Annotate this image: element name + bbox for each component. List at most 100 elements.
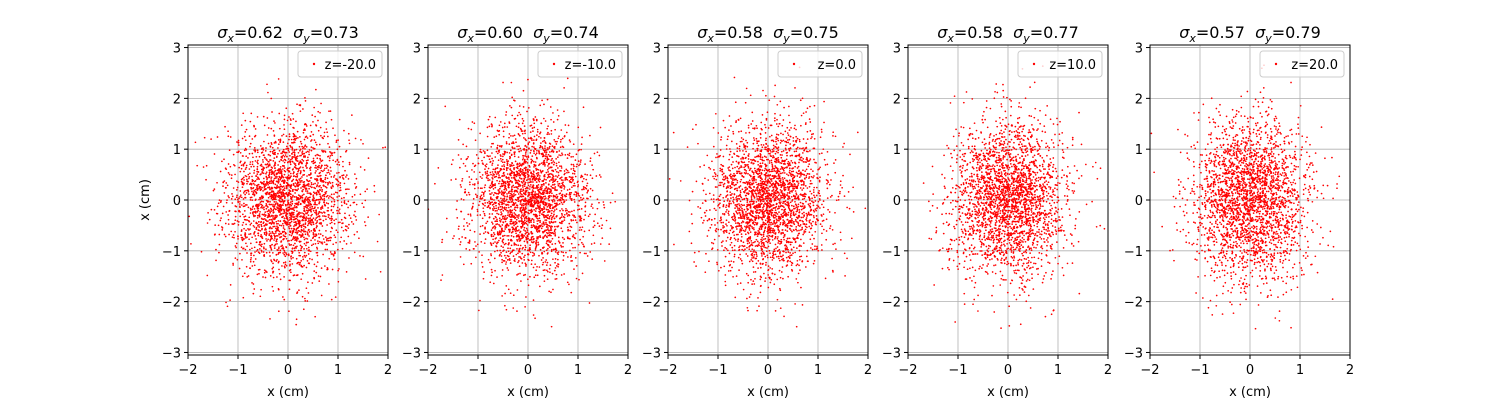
scatter-point xyxy=(309,169,312,171)
scatter-point xyxy=(303,238,306,241)
scatter-point xyxy=(267,196,270,199)
scatter-point xyxy=(315,167,318,169)
scatter-point xyxy=(242,163,245,166)
scatter-point xyxy=(304,144,307,147)
scatter-point xyxy=(321,180,324,183)
scatter-point xyxy=(506,235,508,237)
scatter-point xyxy=(481,224,484,227)
scatter-point xyxy=(497,159,500,162)
scatter-point xyxy=(289,263,291,266)
scatter-point xyxy=(584,201,587,204)
scatter-point xyxy=(544,201,547,204)
scatter-point xyxy=(255,204,257,207)
scatter-point xyxy=(247,227,249,230)
scatter-point xyxy=(320,134,322,137)
scatter-point xyxy=(277,192,279,195)
scatter-point xyxy=(314,141,317,144)
scatter-point xyxy=(503,122,506,125)
scatter-point xyxy=(282,160,284,162)
scatter-point xyxy=(485,222,487,225)
scatter-point xyxy=(540,187,543,190)
scatter-point xyxy=(242,183,245,186)
scatter-point xyxy=(487,204,490,207)
scatter-point xyxy=(586,182,589,185)
scatter-point xyxy=(297,137,299,139)
scatter-point xyxy=(356,231,358,233)
scatter-point xyxy=(314,200,316,202)
scatter-point xyxy=(251,180,254,183)
scatter-point xyxy=(323,195,326,198)
scatter-point xyxy=(279,236,282,238)
scatter-point xyxy=(532,181,534,183)
scatter-point xyxy=(294,242,296,245)
scatter-point xyxy=(226,184,229,187)
scatter-point xyxy=(270,179,273,182)
scatter-point xyxy=(311,186,313,189)
scatter-point xyxy=(532,142,535,145)
scatter-point xyxy=(328,159,331,162)
scatter-point xyxy=(268,234,271,237)
scatter-point xyxy=(303,170,306,172)
x-tick-label: −1 xyxy=(228,363,247,378)
scatter-point xyxy=(540,259,543,261)
scatter-point xyxy=(308,219,310,221)
scatter-point xyxy=(578,200,581,202)
scatter-point xyxy=(521,233,523,236)
scatter-point xyxy=(511,230,514,233)
scatter-point xyxy=(260,249,263,252)
scatter-point xyxy=(263,140,265,143)
scatter-point xyxy=(521,262,524,264)
scatter-point xyxy=(459,256,462,258)
scatter-point xyxy=(290,212,293,215)
scatter-point xyxy=(267,210,270,212)
scatter-point xyxy=(242,247,245,250)
scatter-point xyxy=(244,147,247,150)
scatter-point xyxy=(478,171,481,174)
scatter-point xyxy=(543,137,546,139)
scatter-point xyxy=(553,217,556,220)
scatter-point xyxy=(501,199,503,202)
scatter-point xyxy=(557,199,559,202)
scatter-point xyxy=(281,155,283,158)
scatter-point xyxy=(229,165,232,168)
scatter-point xyxy=(566,77,569,80)
scatter-point xyxy=(465,248,468,250)
scatter-point xyxy=(268,176,270,179)
scatter-point xyxy=(497,164,499,166)
scatter-point xyxy=(282,200,285,203)
scatter-point xyxy=(513,208,516,211)
scatter-point xyxy=(217,224,220,227)
scatter-point xyxy=(268,164,271,167)
scatter-point xyxy=(319,275,322,278)
scatter-point xyxy=(565,251,567,254)
scatter-point xyxy=(503,192,506,195)
scatter-point xyxy=(519,174,521,176)
scatter-point xyxy=(498,188,501,190)
scatter-point xyxy=(258,186,261,189)
scatter-point xyxy=(302,146,305,149)
scatter-point xyxy=(307,292,310,294)
scatter-point xyxy=(539,137,542,139)
scatter-series xyxy=(428,77,617,328)
scatter-point xyxy=(321,188,324,191)
scatter-point xyxy=(243,179,245,181)
scatter-point xyxy=(518,105,521,107)
scatter-point xyxy=(306,300,309,302)
scatter-point xyxy=(492,206,495,208)
scatter-point xyxy=(232,264,235,266)
scatter-point xyxy=(327,209,330,212)
scatter-point xyxy=(323,201,325,203)
scatter-point xyxy=(493,217,495,220)
scatter-point xyxy=(502,130,505,133)
scatter-point xyxy=(364,224,367,227)
scatter-point xyxy=(353,214,355,216)
scatter-point xyxy=(511,200,513,203)
scatter-point xyxy=(535,193,537,195)
scatter-point xyxy=(546,243,549,246)
scatter-point xyxy=(259,173,262,176)
scatter-point xyxy=(235,246,237,249)
scatter-point xyxy=(494,168,496,171)
scatter-point xyxy=(257,232,260,235)
scatter-point xyxy=(272,290,275,292)
scatter-point xyxy=(283,230,286,233)
